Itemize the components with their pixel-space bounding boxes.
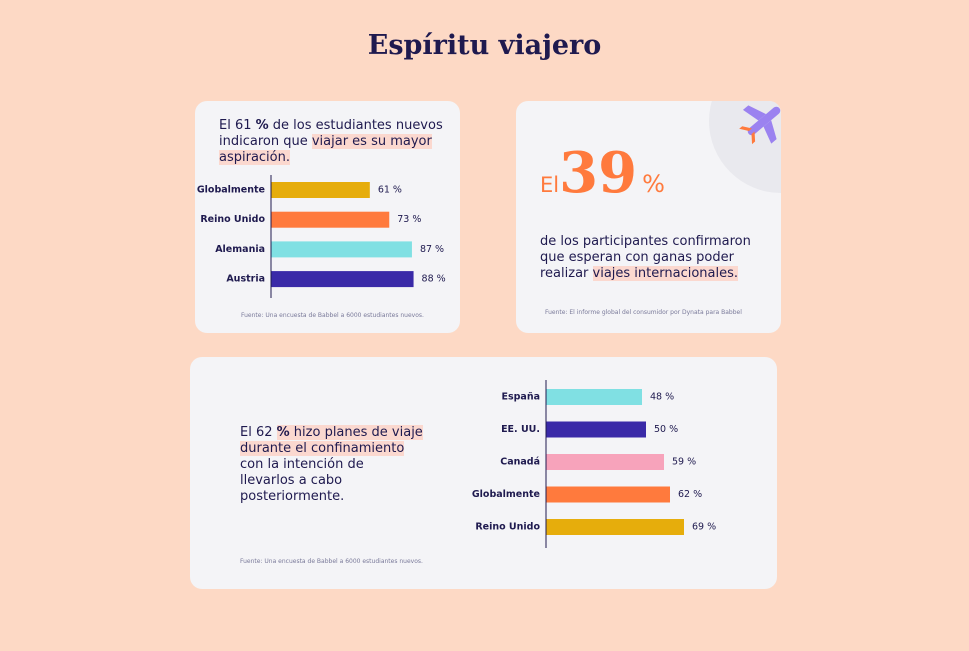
text: hizo planes de viaje <box>289 425 423 440</box>
value-label: 59 % <box>672 457 696 468</box>
value-label: 88 % <box>422 274 446 285</box>
card <box>516 101 781 333</box>
category-label: Canadá <box>500 457 540 468</box>
value-label: 48 % <box>650 392 674 403</box>
text: % <box>255 118 269 133</box>
text: % <box>276 425 290 440</box>
card-text: de los participantes confirmaron que espe… <box>540 234 751 282</box>
text: durante el confinamiento <box>240 441 405 456</box>
value-label: 62 % <box>678 489 702 500</box>
text: posteriormente. <box>240 489 345 504</box>
text: con la intención de <box>240 457 364 472</box>
category-label: Austria <box>226 274 265 285</box>
text: viajar es su mayor <box>311 134 432 149</box>
chart: España 48 % EE. UU. 50 % Canadá 59 % Globalmen… <box>472 380 716 548</box>
bar <box>271 271 414 288</box>
stat: El39 % <box>540 140 665 206</box>
category-label: Reino Unido <box>200 214 265 225</box>
card <box>190 357 777 589</box>
text: de los participantes confirmaron <box>540 234 751 249</box>
source: Fuente: El informe global del consumidor… <box>545 309 742 316</box>
source: Fuente: Una encuesta de Babbel a 6000 es… <box>240 558 423 565</box>
category-label: EE. UU. <box>501 424 540 435</box>
card-text: El 61 % de los estudiantes nuevos indicar… <box>219 118 443 166</box>
stat-number: 39 <box>559 140 638 206</box>
bar <box>271 182 370 198</box>
bar <box>546 486 670 503</box>
category-label: Reino Unido <box>475 522 540 533</box>
bar <box>271 211 390 228</box>
text: El 62 <box>240 425 277 440</box>
value-label: 50 % <box>654 424 678 435</box>
category-label: España <box>501 392 540 403</box>
text: El <box>540 173 560 197</box>
bar <box>546 389 642 405</box>
value-label: 87 % <box>420 244 444 255</box>
category-label: Globalmente <box>472 489 540 500</box>
chart: Globalmente 61 % Reino Unido 73 % Alemania 87… <box>197 175 446 298</box>
text: realizar <box>540 266 593 281</box>
card-text: El 62 % hizo planes de viaje durante el c… <box>240 425 423 505</box>
value-label: 61 % <box>378 185 402 196</box>
source: Fuente: Una encuesta de Babbel a 6000 es… <box>241 312 424 319</box>
title: Espíritu viajero <box>367 30 602 61</box>
text: de los estudiantes nuevos <box>268 118 443 133</box>
text: % <box>642 170 665 198</box>
category-label: Globalmente <box>197 185 265 196</box>
text: llevarlos a cabo <box>240 473 343 488</box>
bar <box>271 241 412 258</box>
category-label: Alemania <box>215 244 265 255</box>
plane-icon <box>709 101 781 193</box>
value-label: 73 % <box>397 214 421 225</box>
bar <box>546 519 684 535</box>
text: El 61 <box>219 118 256 133</box>
text: que esperan con ganas poder <box>540 250 734 265</box>
bar <box>546 421 646 438</box>
text: aspiración. <box>219 150 290 165</box>
text: indicaron que <box>219 134 312 149</box>
bar <box>546 454 664 470</box>
text: viajes internacionales. <box>592 266 739 281</box>
value-label: 69 % <box>692 522 716 533</box>
